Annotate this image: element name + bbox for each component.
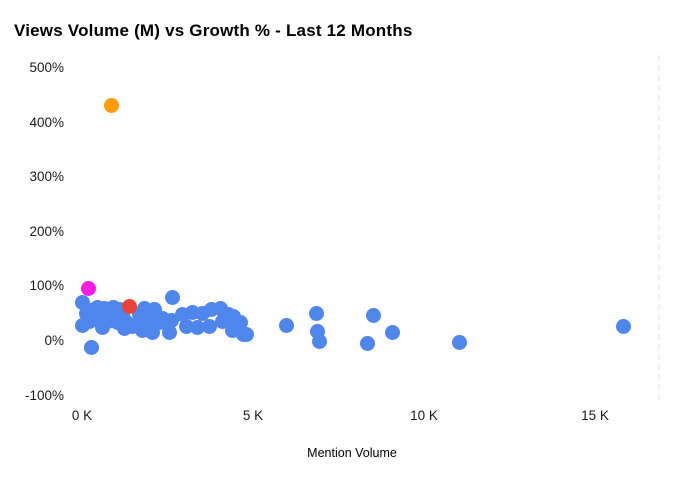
data-point-topics[interactable] <box>615 318 631 334</box>
y-tick-label: 200% <box>29 223 64 239</box>
data-point-topics[interactable] <box>452 334 468 350</box>
y-tick-label: 300% <box>29 169 64 185</box>
data-point-highlight-orange[interactable] <box>103 97 119 113</box>
x-tick-label: 10 K <box>410 408 438 423</box>
y-tick-label: 0% <box>44 333 64 348</box>
data-point-topics[interactable] <box>238 327 254 343</box>
x-tick-label: 5 K <box>242 408 264 423</box>
y-tick-label: 500% <box>29 60 64 75</box>
data-point-topics[interactable] <box>311 333 327 349</box>
y-tick-label: -100% <box>24 387 64 403</box>
data-point-topics[interactable] <box>309 305 325 321</box>
data-point-topics[interactable] <box>84 339 100 355</box>
data-point-topics[interactable] <box>232 315 248 331</box>
x-tick-label: 15 K <box>581 408 609 423</box>
data-point-topics[interactable] <box>202 319 218 335</box>
chart-title: Views Volume (M) vs Growth % - Last 12 M… <box>14 21 413 40</box>
x-tick-label: 0 K <box>71 408 93 423</box>
data-point-topics[interactable] <box>360 335 376 351</box>
data-point-topics[interactable] <box>74 317 90 333</box>
data-point-topics[interactable] <box>165 290 181 306</box>
data-point-topics[interactable] <box>365 308 381 324</box>
data-point-topics[interactable] <box>162 325 178 341</box>
y-tick-label: 100% <box>29 278 64 294</box>
data-point-topics[interactable] <box>190 320 206 336</box>
y-tick-label: 400% <box>29 114 64 130</box>
data-point-highlight-red[interactable] <box>122 298 138 314</box>
data-point-highlight-magenta[interactable] <box>81 280 97 296</box>
data-point-topics[interactable] <box>385 324 401 340</box>
x-axis-label: Mention Volume <box>307 446 397 460</box>
data-point-topics[interactable] <box>74 294 90 310</box>
data-point-topics[interactable] <box>279 317 295 333</box>
plot-right-border <box>658 55 660 400</box>
